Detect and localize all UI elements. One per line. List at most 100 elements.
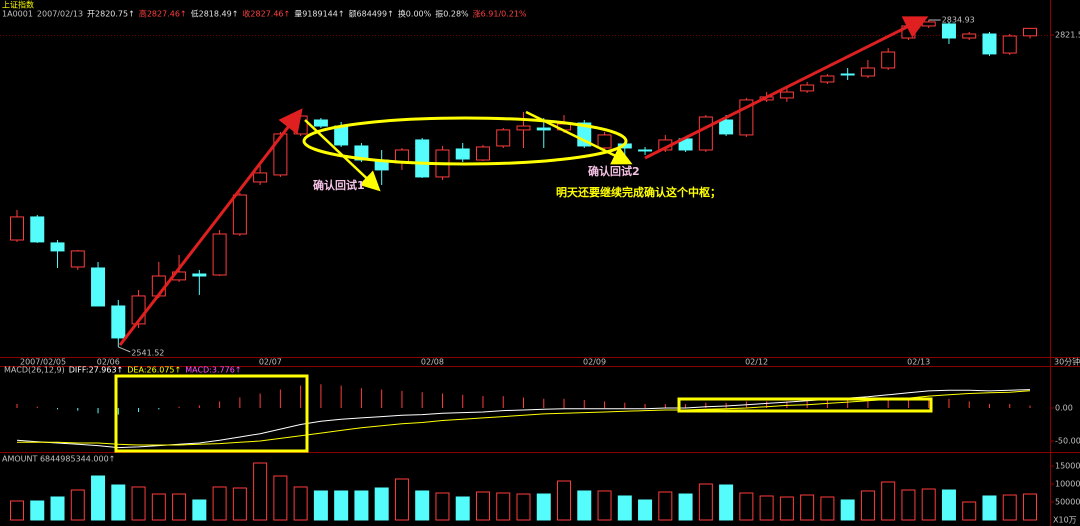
volume-bar — [192, 499, 207, 521]
candle-body — [536, 127, 551, 131]
candle-body — [638, 149, 653, 152]
volume-bar — [212, 486, 227, 521]
pointer-arrow — [525, 110, 633, 165]
y-tick-label: 2821.5 — [1055, 30, 1080, 39]
volume-bar — [496, 492, 511, 521]
unit-label: X10万 — [1053, 516, 1077, 525]
candle-body — [91, 267, 106, 307]
candle-body — [516, 125, 531, 131]
volume-bar — [91, 475, 106, 521]
volume-bar — [597, 490, 612, 521]
candle-body — [921, 21, 936, 27]
info-item: 低2818.49↑ — [191, 9, 239, 19]
y-tick-label: 150000 — [1055, 461, 1080, 470]
legend-item: DIFF:27.963↑ — [69, 366, 124, 375]
candle-body — [273, 133, 288, 176]
candle-body — [881, 51, 896, 69]
indicator-title: MACD(26,12,9) — [4, 366, 65, 375]
highlight-box — [114, 374, 309, 453]
candle-body — [779, 91, 794, 99]
legend-item: MACD:3.776↑ — [185, 366, 241, 375]
candle-body — [232, 194, 247, 235]
candle-body — [475, 146, 490, 161]
volume-bar — [941, 489, 956, 521]
volume-bar — [820, 496, 835, 521]
candle-body — [212, 233, 227, 276]
volume-bar — [698, 483, 713, 521]
legend-item: DEA:26.075↑ — [127, 366, 181, 375]
volume-bar — [901, 489, 916, 521]
volume-bar — [1002, 494, 1017, 521]
candle-body — [698, 116, 713, 151]
volume-bar — [860, 490, 875, 521]
pointer-arrow — [304, 119, 381, 192]
volume-bar — [881, 481, 896, 521]
candle-body — [941, 23, 956, 39]
annotation: 确认回试1 — [313, 178, 365, 192]
candle-body — [719, 119, 734, 135]
candle-body — [982, 33, 997, 55]
y-tick-label: 100000 — [1055, 479, 1080, 488]
volume-bar — [435, 492, 450, 521]
volume-bar — [1023, 493, 1037, 521]
volume-bar — [982, 495, 997, 521]
y-tick-label: 50000 — [1055, 497, 1080, 506]
candle-body — [1023, 27, 1037, 37]
annotation: 确认回试2 — [588, 164, 640, 178]
info-item: 量9189144↑ — [294, 10, 344, 19]
volume-bar — [111, 484, 126, 521]
candle-body — [1002, 35, 1017, 54]
info-item: 额684499↑ — [349, 9, 394, 19]
volume-bar — [30, 500, 45, 521]
x-tick-label: 02/06 — [97, 358, 120, 367]
volume-bar — [334, 490, 349, 521]
volume-bar — [617, 495, 632, 521]
volume-bar — [962, 501, 977, 521]
info-item: 高2827.46↑ — [139, 9, 187, 19]
volume-bar — [415, 490, 430, 521]
info-item: 收2827.46↑ — [242, 9, 290, 19]
volume-bar — [374, 487, 389, 521]
volume-bar — [172, 493, 187, 521]
info-item: 换0.00% — [398, 9, 432, 19]
volume-bar — [151, 493, 166, 521]
y-tick-label: -50.00 — [1055, 436, 1080, 445]
volume-bar — [50, 496, 65, 521]
candle-body — [192, 273, 207, 277]
volume-bar — [536, 493, 551, 521]
info-item: 1A0001 — [2, 10, 33, 19]
candle-body — [840, 73, 855, 76]
info-item: 2007/02/13 — [37, 10, 83, 19]
volume-bar — [678, 493, 693, 521]
volume-bar — [658, 491, 673, 521]
volume-bar — [313, 490, 328, 521]
indicator-line — [17, 390, 1031, 446]
trend-arrow — [118, 108, 303, 346]
period-label: 30分钟 — [1054, 357, 1080, 367]
volume-bar — [394, 478, 409, 521]
candle-body — [30, 216, 45, 243]
volume-bar — [557, 480, 572, 521]
x-tick-label: 02/12 — [745, 358, 768, 367]
info-item: 振0.28% — [435, 9, 469, 19]
x-tick-label: 02/13 — [907, 358, 930, 367]
highlight-box — [677, 397, 933, 413]
candle-body — [860, 67, 875, 77]
volume-title: AMOUNT 6844985344.000↑ — [2, 455, 115, 464]
volume-bar — [131, 486, 146, 521]
candle-body — [111, 305, 126, 339]
info-item: 开2820.75↑ — [87, 10, 135, 19]
volume-bar — [840, 499, 855, 521]
annotation: 明天还要继续完成确认这个中枢； — [556, 185, 721, 199]
x-tick-label: 02/08 — [421, 358, 444, 367]
volume-bar — [10, 500, 24, 521]
leader-line — [118, 346, 131, 353]
volume-bar — [638, 499, 653, 521]
candle-body — [820, 75, 835, 83]
volume-bar — [779, 496, 794, 521]
high-label: 2834.93 — [942, 16, 975, 25]
volume-bar — [293, 486, 308, 521]
highlight-ellipse — [302, 116, 628, 166]
